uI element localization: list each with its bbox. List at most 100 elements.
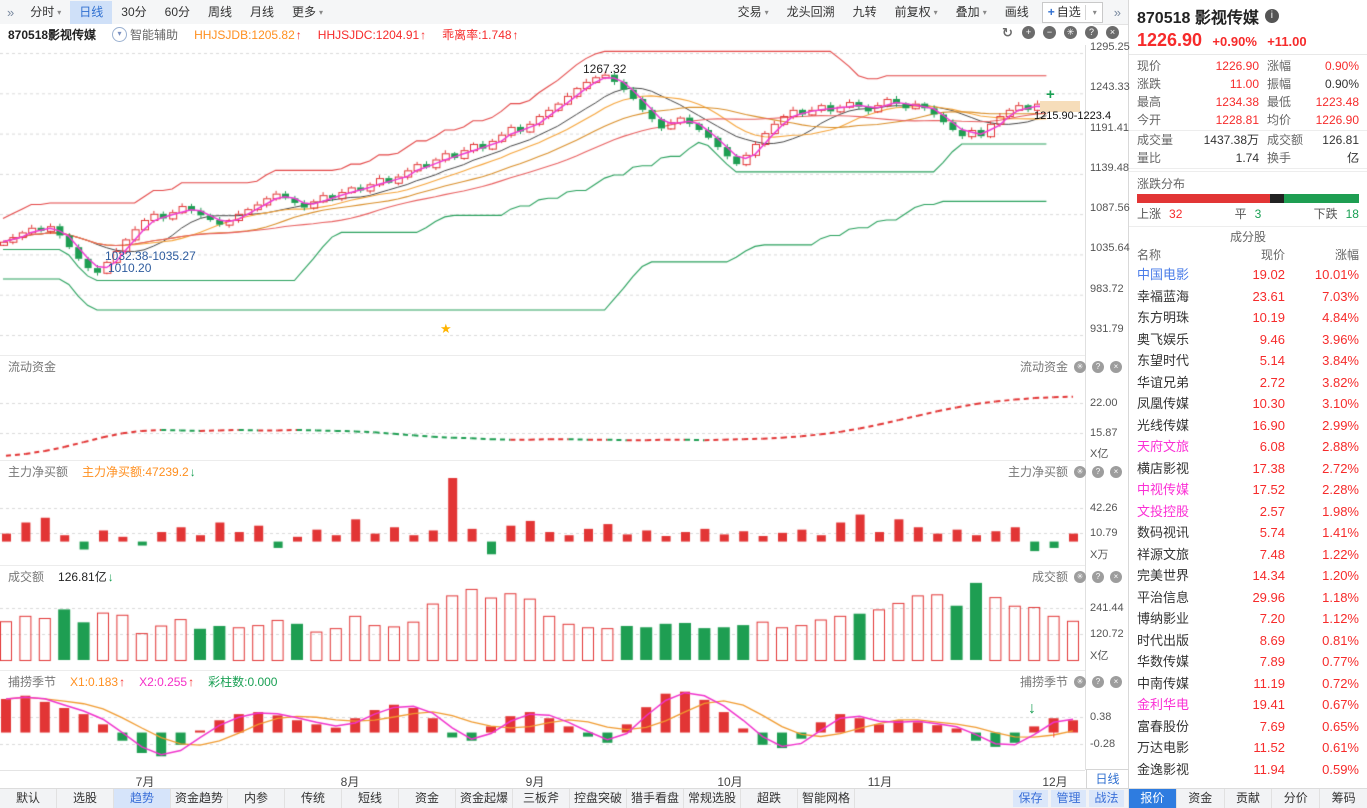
strategy-tab-9[interactable]: 三板斧 bbox=[513, 789, 570, 808]
panel-help-icon[interactable]: ? bbox=[1092, 360, 1104, 373]
panel-settings-icon[interactable]: ✳ bbox=[1074, 360, 1086, 373]
strategy-tab-1[interactable]: 选股 bbox=[57, 789, 114, 808]
strategy-tab-7[interactable]: 资金 bbox=[399, 789, 456, 808]
tool-button-2[interactable]: 九转 bbox=[852, 4, 877, 19]
timeframe-tab-4[interactable]: 周线 bbox=[208, 4, 233, 19]
panel-close-icon[interactable]: × bbox=[1110, 675, 1122, 688]
chevron-down-icon: ▾ bbox=[1092, 7, 1097, 17]
stock-row[interactable]: 中视传媒 17.52 2.28% bbox=[1129, 479, 1367, 501]
stock-row[interactable]: 中南传媒 11.19 0.72% bbox=[1129, 673, 1367, 695]
tool-button-3[interactable]: 前复权 ▾ bbox=[886, 1, 947, 24]
strategy-tab-13[interactable]: 超跌 bbox=[741, 789, 798, 808]
quote-tab-0[interactable]: 报价 bbox=[1128, 789, 1176, 808]
settings-icon[interactable]: ✳ bbox=[1064, 26, 1077, 39]
stock-row[interactable]: 金逸影视 11.94 0.59% bbox=[1129, 759, 1367, 781]
expand-left-icon[interactable]: » bbox=[7, 4, 15, 20]
volume-chart[interactable] bbox=[0, 565, 1085, 670]
stock-row[interactable]: 华数传媒 7.89 0.77% bbox=[1129, 651, 1367, 673]
quote-tabs: 报价 资金 贡献 分价 筹码 bbox=[1128, 789, 1367, 808]
stock-row[interactable]: 天府文旅 6.08 2.88% bbox=[1129, 436, 1367, 458]
zoom-out-icon[interactable]: − bbox=[1043, 26, 1056, 39]
stock-row[interactable]: 华谊兄弟 2.72 3.82% bbox=[1129, 372, 1367, 394]
stock-row[interactable]: 平治信息 29.96 1.18% bbox=[1129, 587, 1367, 609]
stock-row[interactable]: 文投控股 2.57 1.98% bbox=[1129, 501, 1367, 523]
stock-row[interactable]: 东望时代 5.14 3.84% bbox=[1129, 350, 1367, 372]
strategy-tab-5[interactable]: 传统 bbox=[285, 789, 342, 808]
strategy-tab-11[interactable]: 猎手看盘 bbox=[627, 789, 684, 808]
stock-row[interactable]: 时代出版 8.69 0.81% bbox=[1129, 630, 1367, 652]
strategy-tab-2[interactable]: 趋势 bbox=[114, 789, 171, 808]
panel-help-icon[interactable]: ? bbox=[1092, 465, 1104, 478]
stock-row[interactable]: 光线传媒 16.90 2.99% bbox=[1129, 415, 1367, 437]
tool-button-4[interactable]: 叠加 ▾ bbox=[947, 1, 996, 24]
stock-row[interactable]: 数码视讯 5.74 1.41% bbox=[1129, 522, 1367, 544]
strategy-tab-10[interactable]: 控盘突破 bbox=[570, 789, 627, 808]
axis-border bbox=[1085, 45, 1086, 770]
panel-close-icon[interactable]: × bbox=[1110, 465, 1122, 478]
timeframe-tab-2[interactable]: 30分 bbox=[121, 4, 147, 19]
strategy-tab-8[interactable]: 资金起爆 bbox=[456, 789, 513, 808]
tool-button-1[interactable]: 龙头回溯 bbox=[786, 4, 835, 19]
timeframe-tab-0[interactable]: 分时 ▾ bbox=[21, 1, 70, 24]
bolao-chart[interactable] bbox=[0, 670, 1085, 770]
stock-row[interactable]: 东方明珠 10.19 4.84% bbox=[1129, 307, 1367, 329]
action-button-0[interactable]: 保存 bbox=[1013, 790, 1048, 807]
stock-row[interactable]: 富春股份 7.69 0.65% bbox=[1129, 716, 1367, 738]
panel-help-icon[interactable]: ? bbox=[1092, 570, 1104, 583]
quote-tab-2[interactable]: 贡献 bbox=[1223, 789, 1272, 808]
stock-row[interactable]: 博纳影业 7.20 1.12% bbox=[1129, 608, 1367, 630]
tool-button-5[interactable]: 画线 bbox=[1004, 4, 1029, 19]
panel-close-icon[interactable]: × bbox=[1110, 360, 1122, 373]
strategy-tab-3[interactable]: 资金趋势 bbox=[171, 789, 228, 808]
quote-tab-3[interactable]: 分价 bbox=[1271, 789, 1319, 808]
strategy-tab-12[interactable]: 常规选股 bbox=[684, 789, 741, 808]
timeframe-tab-1[interactable]: 日线 bbox=[70, 0, 113, 24]
stock-name: 完美世界 bbox=[1137, 568, 1190, 583]
panel-close-icon[interactable]: × bbox=[1110, 570, 1122, 583]
stock-row[interactable]: 奥飞娱乐 9.46 3.96% bbox=[1129, 329, 1367, 351]
action-button-1[interactable]: 管理 bbox=[1051, 790, 1086, 807]
stock-row[interactable]: 幸福蓝海 23.61 7.03% bbox=[1129, 286, 1367, 308]
stock-row[interactable]: 金利华电 19.41 0.67% bbox=[1129, 694, 1367, 716]
up-arrow-icon: ↑ bbox=[295, 28, 302, 42]
quote-tab-4[interactable]: 筹码 bbox=[1319, 789, 1367, 808]
quote-tab-1[interactable]: 资金 bbox=[1175, 789, 1224, 808]
close-icon[interactable]: × bbox=[1106, 26, 1119, 39]
timeframe-tab-6[interactable]: 更多 ▾ bbox=[283, 1, 332, 24]
timeframe-tab-3[interactable]: 60分 bbox=[164, 4, 190, 19]
strategy-tab-4[interactable]: 内参 bbox=[228, 789, 285, 808]
stock-row[interactable]: 横店影视 17.38 2.72% bbox=[1129, 458, 1367, 480]
panel-settings-icon[interactable]: ✳ bbox=[1074, 675, 1086, 688]
stock-row[interactable]: 祥源文旅 7.48 1.22% bbox=[1129, 544, 1367, 566]
panel-help-icon[interactable]: ? bbox=[1092, 675, 1104, 688]
strategy-tab-14[interactable]: 智能网格 bbox=[798, 789, 855, 808]
help-icon[interactable]: ? bbox=[1085, 26, 1098, 39]
info-icon[interactable]: i bbox=[1264, 9, 1279, 23]
tool-button-0[interactable]: 交易 ▾ bbox=[729, 1, 778, 24]
panel-settings-icon[interactable]: ✳ bbox=[1074, 465, 1086, 478]
stock-row[interactable]: 完美世界 14.34 1.20% bbox=[1129, 565, 1367, 587]
stock-row[interactable]: 中国电影 19.02 10.01% bbox=[1129, 264, 1367, 286]
stock-price: 7.20 bbox=[1259, 611, 1285, 626]
stock-row[interactable]: 凤凰传媒 10.30 3.10% bbox=[1129, 393, 1367, 415]
y-axis-label: 1191.41 bbox=[1090, 122, 1129, 134]
chengjiao-value: 126.81亿↓ bbox=[58, 570, 114, 584]
strategy-tab-0[interactable]: 默认 bbox=[0, 789, 57, 808]
period-label[interactable]: 日线 bbox=[1086, 769, 1129, 789]
refresh-icon[interactable]: ↻ bbox=[1002, 25, 1013, 40]
panel-settings-icon[interactable]: ✳ bbox=[1074, 570, 1086, 583]
tool-button-6[interactable]: + 自选 ▾ bbox=[1041, 1, 1103, 23]
strategy-tab-6[interactable]: 短线 bbox=[342, 789, 399, 808]
candlestick-chart[interactable] bbox=[0, 45, 1085, 355]
liudong-chart[interactable] bbox=[0, 355, 1085, 460]
chevron-down-icon: ▾ bbox=[982, 7, 987, 17]
stock-row[interactable]: 万达电影 11.52 0.61% bbox=[1129, 737, 1367, 759]
zoom-in-icon[interactable]: + bbox=[1022, 26, 1035, 39]
zhuli-chart[interactable] bbox=[0, 460, 1085, 565]
action-button-2[interactable]: 战法 bbox=[1089, 790, 1124, 807]
more-tools-icon[interactable]: » bbox=[1113, 4, 1121, 20]
zhuli-header-right: 主力净买额 ✳ ? × bbox=[1008, 463, 1122, 480]
stock-price: 19.41 bbox=[1252, 697, 1285, 712]
smart-assist-toggle[interactable]: ▾ 智能辅助 bbox=[112, 26, 178, 43]
timeframe-tab-5[interactable]: 月线 bbox=[250, 4, 275, 19]
